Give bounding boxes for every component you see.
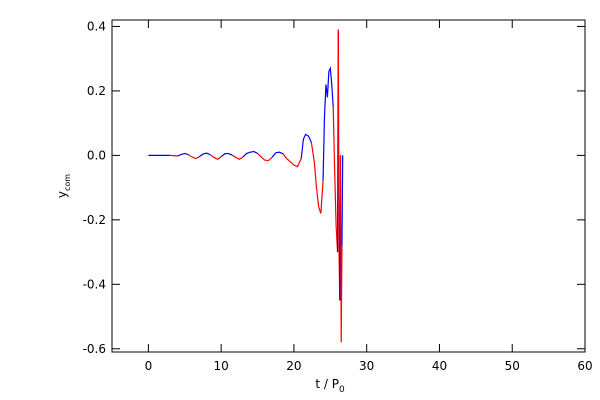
line-piece: [198, 152, 211, 158]
y-label-sub: com: [63, 174, 72, 191]
y-tick-label: 0.0: [87, 148, 106, 162]
x-tick-label: 20: [286, 359, 301, 373]
line-piece: [231, 154, 244, 160]
line-piece: [282, 153, 302, 168]
plot-frame: [111, 19, 586, 353]
y-tick-label: -0.2: [83, 213, 106, 227]
y-axis-label: ycom: [55, 174, 72, 198]
line-piece: [332, 107, 339, 253]
line-piece: [220, 152, 233, 158]
x-tick-label: 30: [359, 359, 374, 373]
line-piece: [242, 150, 258, 158]
x-tick-label: 50: [505, 359, 520, 373]
x-axis-label: t / P0: [315, 377, 345, 395]
y-tick-label: 0.4: [87, 19, 106, 33]
line-piece: [300, 133, 312, 159]
line-piece: [341, 155, 344, 246]
x-label-sub: 0: [339, 385, 345, 395]
x-tick-label: 0: [145, 359, 153, 373]
y-tick-label: 0.2: [87, 84, 106, 98]
line-piece: [271, 151, 284, 158]
line-piece: [322, 66, 334, 182]
line-piece: [209, 154, 222, 160]
line-piece: [177, 152, 189, 157]
line-piece: [170, 154, 178, 157]
y-label-main: y: [55, 191, 69, 198]
x-label-main: t / P: [315, 377, 339, 391]
x-tick-label: 10: [214, 359, 229, 373]
line-piece: [339, 155, 343, 343]
line-piece: [257, 153, 273, 162]
line-piece: [188, 154, 200, 160]
x-tick-label: 40: [432, 359, 447, 373]
x-tick-label: 60: [577, 359, 592, 373]
y-tick-label: -0.6: [83, 342, 106, 356]
y-tick-label: -0.4: [83, 277, 106, 291]
line-piece: [310, 142, 324, 214]
